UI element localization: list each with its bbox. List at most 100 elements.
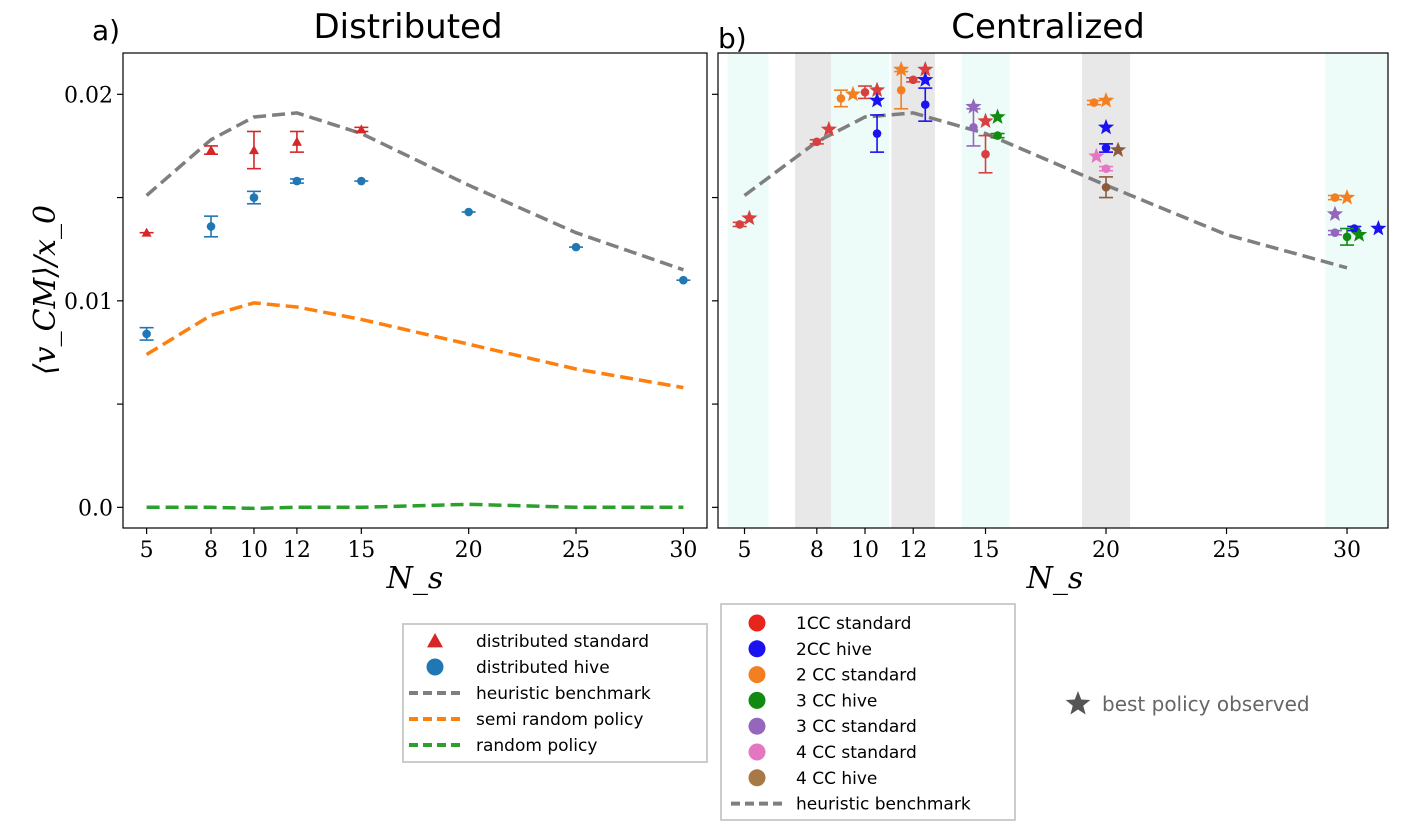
x-tick-label: 8 — [810, 538, 824, 563]
legend-marker-2cc-hive — [748, 640, 766, 658]
legend-marker-3-cc-standard — [748, 717, 766, 735]
x-axis-label-b: N_s — [1026, 561, 1084, 596]
highlight-band — [727, 53, 769, 528]
point-distributed-standard — [206, 145, 217, 155]
legend-marker-distributed-standard — [427, 633, 443, 648]
point-distributed-standard — [356, 124, 367, 134]
x-tick-label: 30 — [669, 538, 697, 563]
best-point-2cc-hive — [1097, 118, 1115, 135]
legend-label-heuristic-benchmark: heuristic benchmark — [796, 795, 971, 815]
point-3-cc-standard — [1330, 228, 1340, 237]
best-point-1cc-standard — [741, 209, 758, 226]
point-distributed-hive — [357, 176, 366, 186]
best-point-2-cc-standard — [1338, 189, 1356, 205]
legend-label-3-cc-standard: 3 CC standard — [796, 717, 917, 737]
best-point-3-cc-hive — [1351, 226, 1368, 242]
point-1cc-standard — [981, 149, 990, 159]
point-2-cc-standard — [836, 94, 846, 103]
point-1cc-standard — [860, 87, 870, 97]
highlight-band — [795, 53, 832, 528]
best-point-2cc-hive — [1370, 220, 1387, 236]
point-distributed-standard — [291, 136, 302, 146]
point-distributed-hive — [142, 329, 151, 339]
line-heuristic-benchmark — [743, 111, 1348, 270]
best-point-1cc-standard — [917, 61, 934, 77]
point-distributed-hive — [679, 275, 688, 285]
highlight-band — [831, 53, 890, 528]
panel-a-letter: a) — [92, 14, 120, 47]
best-policy-label: best policy observed — [1102, 692, 1310, 716]
x-tick-label: 10 — [240, 538, 268, 563]
plot-b-area — [732, 61, 1387, 270]
y-axis-b — [712, 93, 718, 508]
point-1cc-standard — [908, 75, 918, 85]
line-random-policy — [146, 502, 684, 511]
legend-marker-1cc-standard — [748, 614, 766, 632]
y-tick-label: 0.01 — [64, 290, 113, 315]
panel-b-centralized: b) Centralized 5 8 10 12 15 20 25 30 N_s — [712, 7, 1389, 596]
legend-label-distributed-hive: distributed hive — [476, 658, 610, 678]
point-distributed-standard — [141, 227, 152, 237]
x-tick-label: 25 — [562, 538, 590, 563]
x-tick-label: 12 — [283, 538, 311, 563]
x-tick-label: 20 — [455, 538, 483, 563]
highlight-band — [1325, 53, 1388, 528]
x-tick-label: 8 — [204, 538, 218, 563]
x-tick-label: 5 — [738, 538, 752, 563]
best-point-1cc-standard — [977, 112, 994, 129]
legend-marker-distributed-hive — [426, 658, 444, 676]
best-policy-star-icon — [1065, 691, 1091, 715]
best-point-1cc-standard — [820, 120, 837, 137]
point-3-cc-hive — [1342, 232, 1352, 242]
highlight-bands — [727, 53, 1388, 528]
legend-marker-2-cc-standard — [748, 666, 766, 684]
x-tick-label: 30 — [1333, 538, 1361, 563]
legend-marker-4-cc-hive — [748, 769, 766, 787]
x-tick-label: 20 — [1092, 538, 1120, 563]
legend-label-1cc-standard: 1CC standard — [796, 614, 911, 634]
panel-a-distributed: a) Distributed 5 8 10 12 15 20 25 30 0.00.010.0… — [28, 7, 708, 596]
legend-label-4-cc-standard: 4 CC standard — [796, 743, 917, 763]
legend-a: distributed standard distributed hive heur… — [402, 623, 708, 763]
best-point-2cc-hive — [868, 92, 886, 108]
x-tick-label: 15 — [347, 538, 375, 563]
panel-a-title: Distributed — [313, 7, 502, 47]
point-1cc-standard — [735, 220, 744, 229]
point-2cc-hive — [872, 129, 882, 138]
best-point-4-cc-standard — [1088, 147, 1105, 164]
best-point-3-cc-hive — [989, 108, 1006, 124]
best-point-2-cc-standard — [844, 85, 862, 102]
x-axis-a: 5 8 10 12 15 20 25 30 — [140, 528, 697, 563]
y-tick-label: 0.0 — [78, 496, 113, 521]
legend-label-3-cc-hive: 3 CC hive — [796, 691, 877, 711]
plot-a-frame — [122, 52, 708, 529]
highlight-band — [1081, 53, 1131, 528]
legend-label-2-cc-standard: 2 CC standard — [796, 666, 917, 686]
best-point-1cc-standard — [868, 81, 886, 98]
legend-label-semi-random-policy: semi random policy — [476, 710, 643, 730]
point-2cc-hive — [1349, 224, 1359, 233]
point-distributed-hive — [206, 222, 216, 231]
point-2-cc-standard — [1330, 193, 1340, 202]
point-distributed-standard — [248, 145, 259, 155]
legend-marker-3-cc-hive — [748, 691, 766, 709]
y-axis-label: ⟨v_CM⟩/x_0 — [28, 205, 63, 375]
panel-b-letter: b) — [718, 22, 747, 55]
best-point-2-cc-standard — [1097, 92, 1115, 108]
legend-b: 1CC standard 2CC hive 2 CC standard 3 CC hi… — [720, 603, 1016, 821]
panel-b-title: Centralized — [951, 7, 1145, 47]
best-point-3-cc-standard — [1326, 205, 1344, 221]
best-policy-note: best policy observed — [1065, 691, 1310, 716]
point-distributed-hive — [249, 193, 259, 202]
line-heuristic-benchmark — [145, 111, 684, 272]
x-tick-label: 15 — [972, 538, 1000, 563]
point-3-cc-standard — [969, 123, 978, 132]
legend-marker-4-cc-standard — [748, 743, 766, 761]
point-distributed-hive — [292, 176, 302, 186]
point-3-cc-hive — [993, 131, 1002, 140]
point-2cc-hive — [920, 100, 930, 109]
best-point-3-cc-standard — [965, 98, 982, 114]
point-distributed-hive — [464, 207, 473, 217]
point-2-cc-standard — [896, 85, 906, 95]
point-2cc-hive — [1101, 143, 1111, 153]
